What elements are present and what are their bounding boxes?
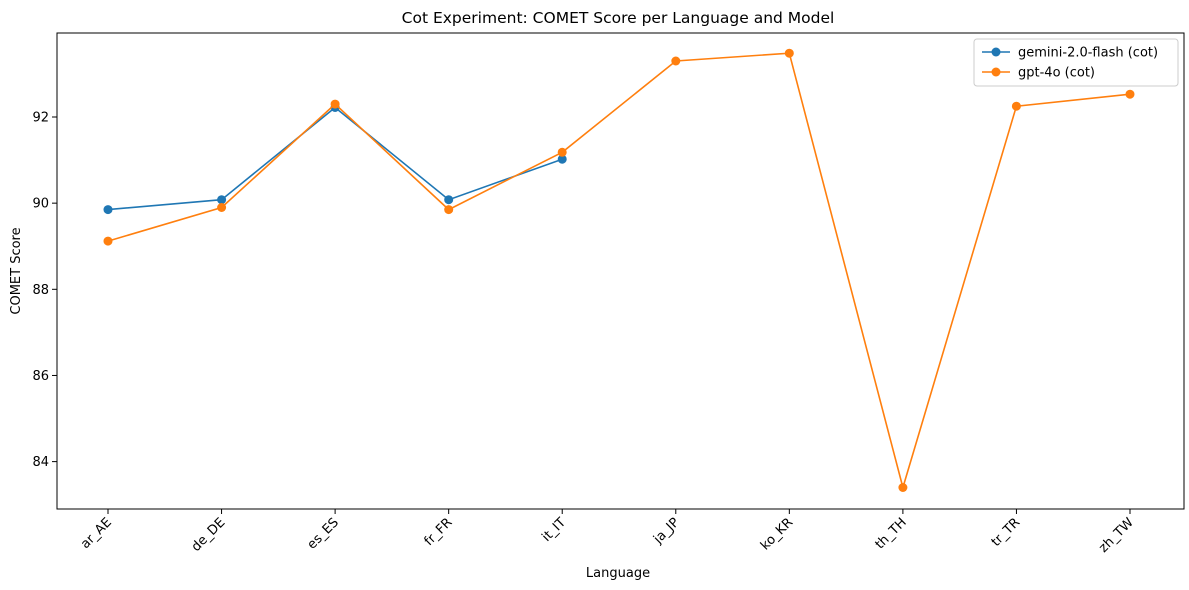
data-point [557, 154, 567, 164]
x-tick-label: fr_FR [422, 515, 456, 549]
data-point [330, 99, 340, 109]
data-point [103, 205, 113, 215]
x-axis-title: Language [586, 566, 650, 581]
plot-area: 84 86 88 90 92 ar_AE de_DE es_ES fr_FR it_IT ja_JP… [32, 32, 1185, 556]
x-tick-label: ar_AE [78, 515, 115, 552]
data-point [444, 195, 454, 205]
plot-frame [56, 32, 1185, 510]
data-point [217, 203, 227, 212]
x-tick-label: zh_TW [1096, 515, 1137, 556]
data-point [444, 205, 454, 215]
data-point [898, 483, 908, 492]
y-tick-label: 84 [32, 455, 49, 470]
x-tick-label: it_IT [539, 515, 569, 545]
data-point [1125, 89, 1135, 99]
legend-label-0: gemini-2.0-flash (cot) [1018, 46, 1158, 61]
data-point [671, 56, 681, 66]
y-tick-label: 90 [32, 197, 49, 212]
y-tick-label: 86 [32, 369, 49, 384]
x-tick-label: tr_TR [989, 515, 1024, 550]
data-point [1011, 101, 1021, 111]
series-line-0 [107, 106, 563, 211]
chart-title: Cot Experiment: COMET Score per Language… [402, 9, 835, 27]
data-point [557, 147, 567, 157]
legend: gemini-2.0-flash (cot) gpt-4o (cot) [973, 38, 1179, 87]
x-tick-label: de_DE [189, 515, 229, 555]
x-tick-label: th_TH [873, 515, 910, 552]
legend-box [973, 38, 1179, 87]
y-axis-title: COMET Score [9, 227, 24, 314]
y-tick-label: 92 [32, 111, 49, 126]
x-tick-label: ko_KR [758, 515, 796, 553]
y-tick-label: 88 [32, 283, 49, 298]
series-line-1 [107, 52, 1131, 491]
data-point [784, 48, 794, 58]
legend-label-1: gpt-4o (cot) [1018, 66, 1095, 81]
data-point [217, 195, 227, 205]
legend-marker-1 [991, 67, 1001, 77]
x-tick-label: ja_JP [650, 515, 682, 547]
legend-marker-0 [991, 47, 1001, 57]
data-point [103, 236, 113, 246]
x-tick-label: es_ES [305, 515, 342, 552]
